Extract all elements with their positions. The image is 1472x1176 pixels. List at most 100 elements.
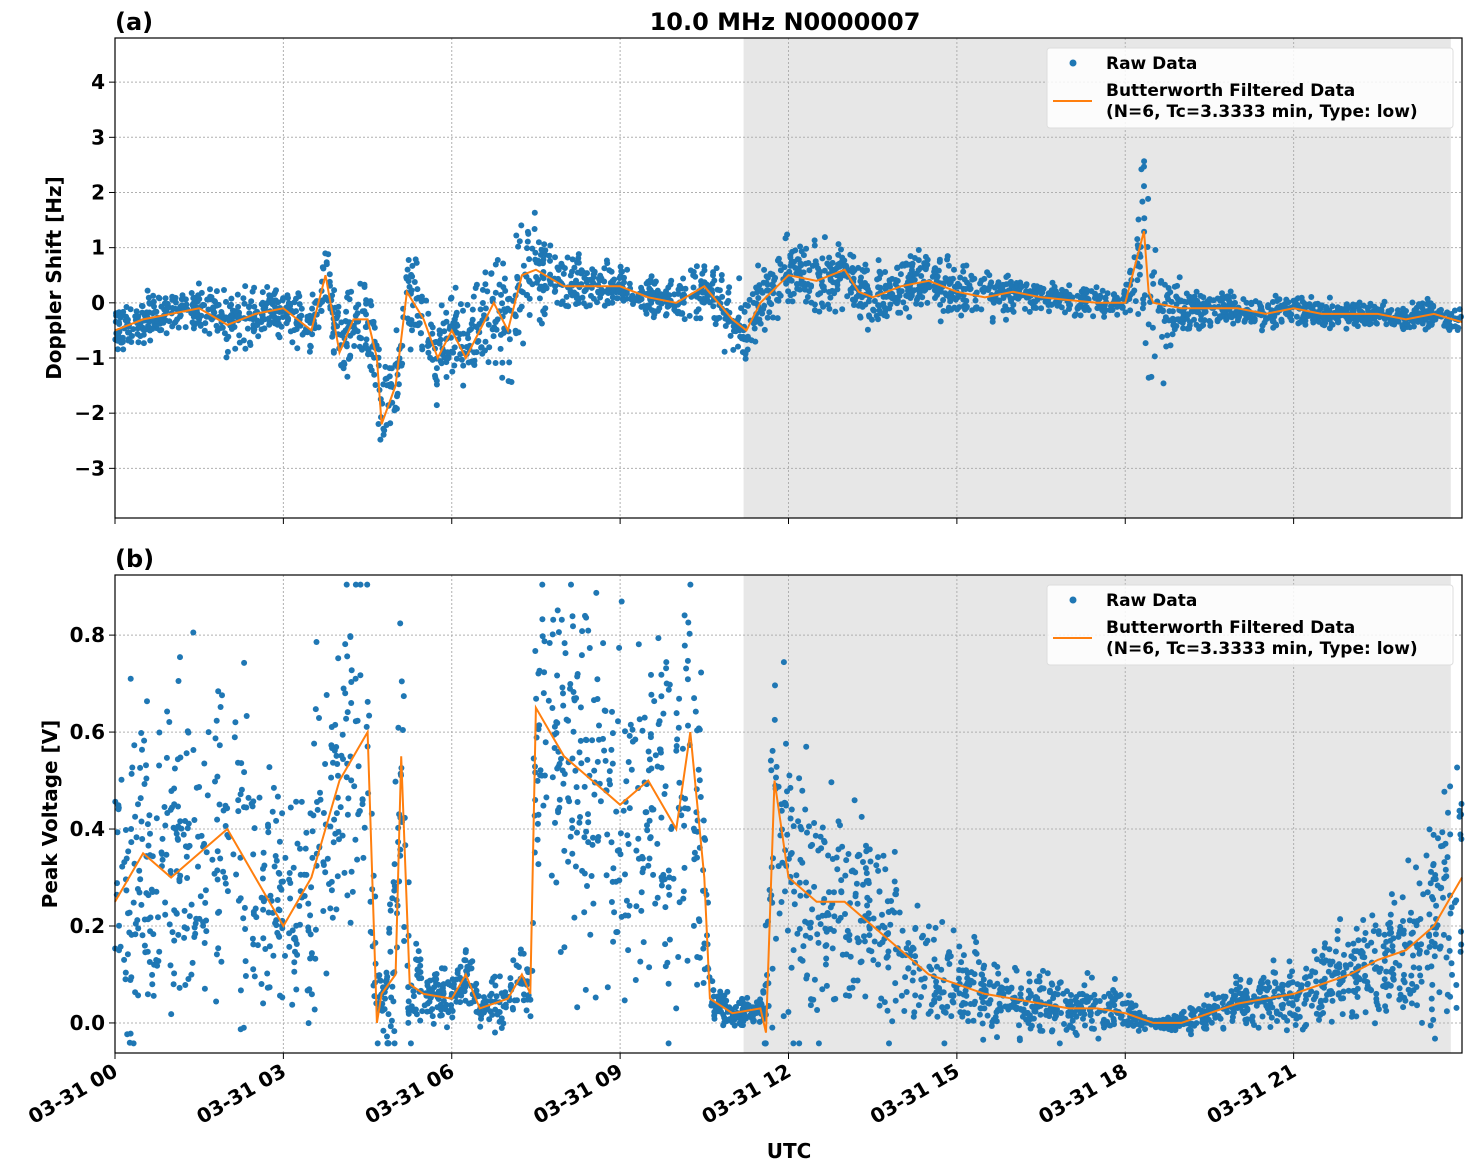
raw-data-point [1049, 1027, 1055, 1033]
raw-data-point [1441, 859, 1447, 865]
raw-data-point [887, 302, 893, 308]
raw-data-point [898, 271, 904, 277]
raw-data-point [691, 285, 697, 291]
raw-data-point [1230, 1014, 1236, 1020]
raw-data-point [338, 753, 344, 759]
raw-data-point [218, 959, 224, 965]
raw-data-point [386, 1040, 392, 1046]
raw-data-point [1357, 300, 1363, 306]
raw-data-point [1312, 969, 1318, 975]
raw-data-point [360, 855, 366, 861]
raw-data-point [1011, 309, 1017, 315]
raw-data-point [1382, 976, 1388, 982]
raw-data-point [850, 985, 856, 991]
raw-data-point [875, 962, 881, 968]
raw-data-point [610, 278, 616, 284]
raw-data-point [696, 767, 702, 773]
raw-data-point [1297, 1014, 1303, 1020]
raw-data-point [436, 982, 442, 988]
raw-data-point [1263, 1003, 1269, 1009]
raw-data-point [757, 996, 763, 1002]
raw-data-point [819, 255, 825, 261]
raw-data-point [408, 347, 414, 353]
raw-data-point [552, 254, 558, 260]
raw-data-point [222, 330, 228, 336]
raw-data-point [1089, 1018, 1095, 1024]
raw-data-point [266, 322, 272, 328]
raw-data-point [1360, 917, 1366, 923]
raw-data-point [380, 426, 386, 432]
raw-data-point [445, 350, 451, 356]
raw-data-point [963, 263, 969, 269]
raw-data-point [859, 959, 865, 965]
raw-data-point [257, 795, 263, 801]
raw-data-point [1447, 783, 1453, 789]
raw-data-point [994, 964, 1000, 970]
raw-data-point [1410, 953, 1416, 959]
raw-data-point [352, 326, 358, 332]
raw-data-point [768, 758, 774, 764]
raw-data-point [547, 640, 553, 646]
raw-data-point [894, 265, 900, 271]
raw-data-point [809, 906, 815, 912]
raw-data-point [682, 805, 688, 811]
raw-data-point [293, 308, 299, 314]
raw-data-point [1429, 939, 1435, 945]
raw-data-point [185, 825, 191, 831]
raw-data-point [1316, 319, 1322, 325]
raw-data-point [740, 334, 746, 340]
raw-data-point [470, 307, 476, 313]
raw-data-point [162, 301, 168, 307]
raw-data-point [549, 705, 555, 711]
raw-data-point [316, 715, 322, 721]
raw-data-point [360, 797, 366, 803]
raw-data-point [838, 888, 844, 894]
raw-data-point [1393, 960, 1399, 966]
raw-data-point [887, 922, 893, 928]
raw-data-point [956, 304, 962, 310]
raw-data-point [1425, 889, 1431, 895]
raw-data-point [957, 275, 963, 281]
raw-data-point [593, 590, 599, 596]
raw-data-point [284, 320, 290, 326]
raw-data-point [827, 264, 833, 270]
raw-data-point [660, 711, 666, 717]
raw-data-point [598, 798, 604, 804]
raw-data-point [185, 976, 191, 982]
raw-data-point [1260, 323, 1266, 329]
raw-data-point [271, 291, 277, 297]
raw-data-point [613, 809, 619, 815]
raw-data-point [797, 244, 803, 250]
raw-data-point [500, 284, 506, 290]
raw-data-point [663, 665, 669, 671]
raw-data-point [184, 875, 190, 881]
raw-data-point [137, 876, 143, 882]
raw-data-point [1335, 319, 1341, 325]
raw-data-point [1389, 318, 1395, 324]
raw-data-point [793, 872, 799, 878]
raw-data-point [232, 719, 238, 725]
raw-data-point [789, 965, 795, 971]
raw-data-point [1417, 880, 1423, 886]
raw-data-point [1200, 322, 1206, 328]
raw-data-point [662, 791, 668, 797]
raw-data-point [582, 871, 588, 877]
raw-data-point [387, 901, 393, 907]
raw-data-point [189, 902, 195, 908]
raw-data-point [1289, 968, 1295, 974]
raw-data-point [275, 316, 281, 322]
raw-data-point [755, 263, 761, 269]
raw-data-point [1242, 317, 1248, 323]
raw-data-point [166, 318, 172, 324]
raw-data-point [198, 893, 204, 899]
raw-data-point [1304, 982, 1310, 988]
raw-data-point [1438, 944, 1444, 950]
raw-data-point [627, 903, 633, 909]
raw-data-point [1336, 961, 1342, 967]
raw-data-point [201, 761, 207, 767]
raw-data-point [427, 999, 433, 1005]
raw-data-point [128, 974, 134, 980]
raw-data-point [1429, 996, 1435, 1002]
raw-data-point [142, 327, 148, 333]
raw-data-point [866, 298, 872, 304]
